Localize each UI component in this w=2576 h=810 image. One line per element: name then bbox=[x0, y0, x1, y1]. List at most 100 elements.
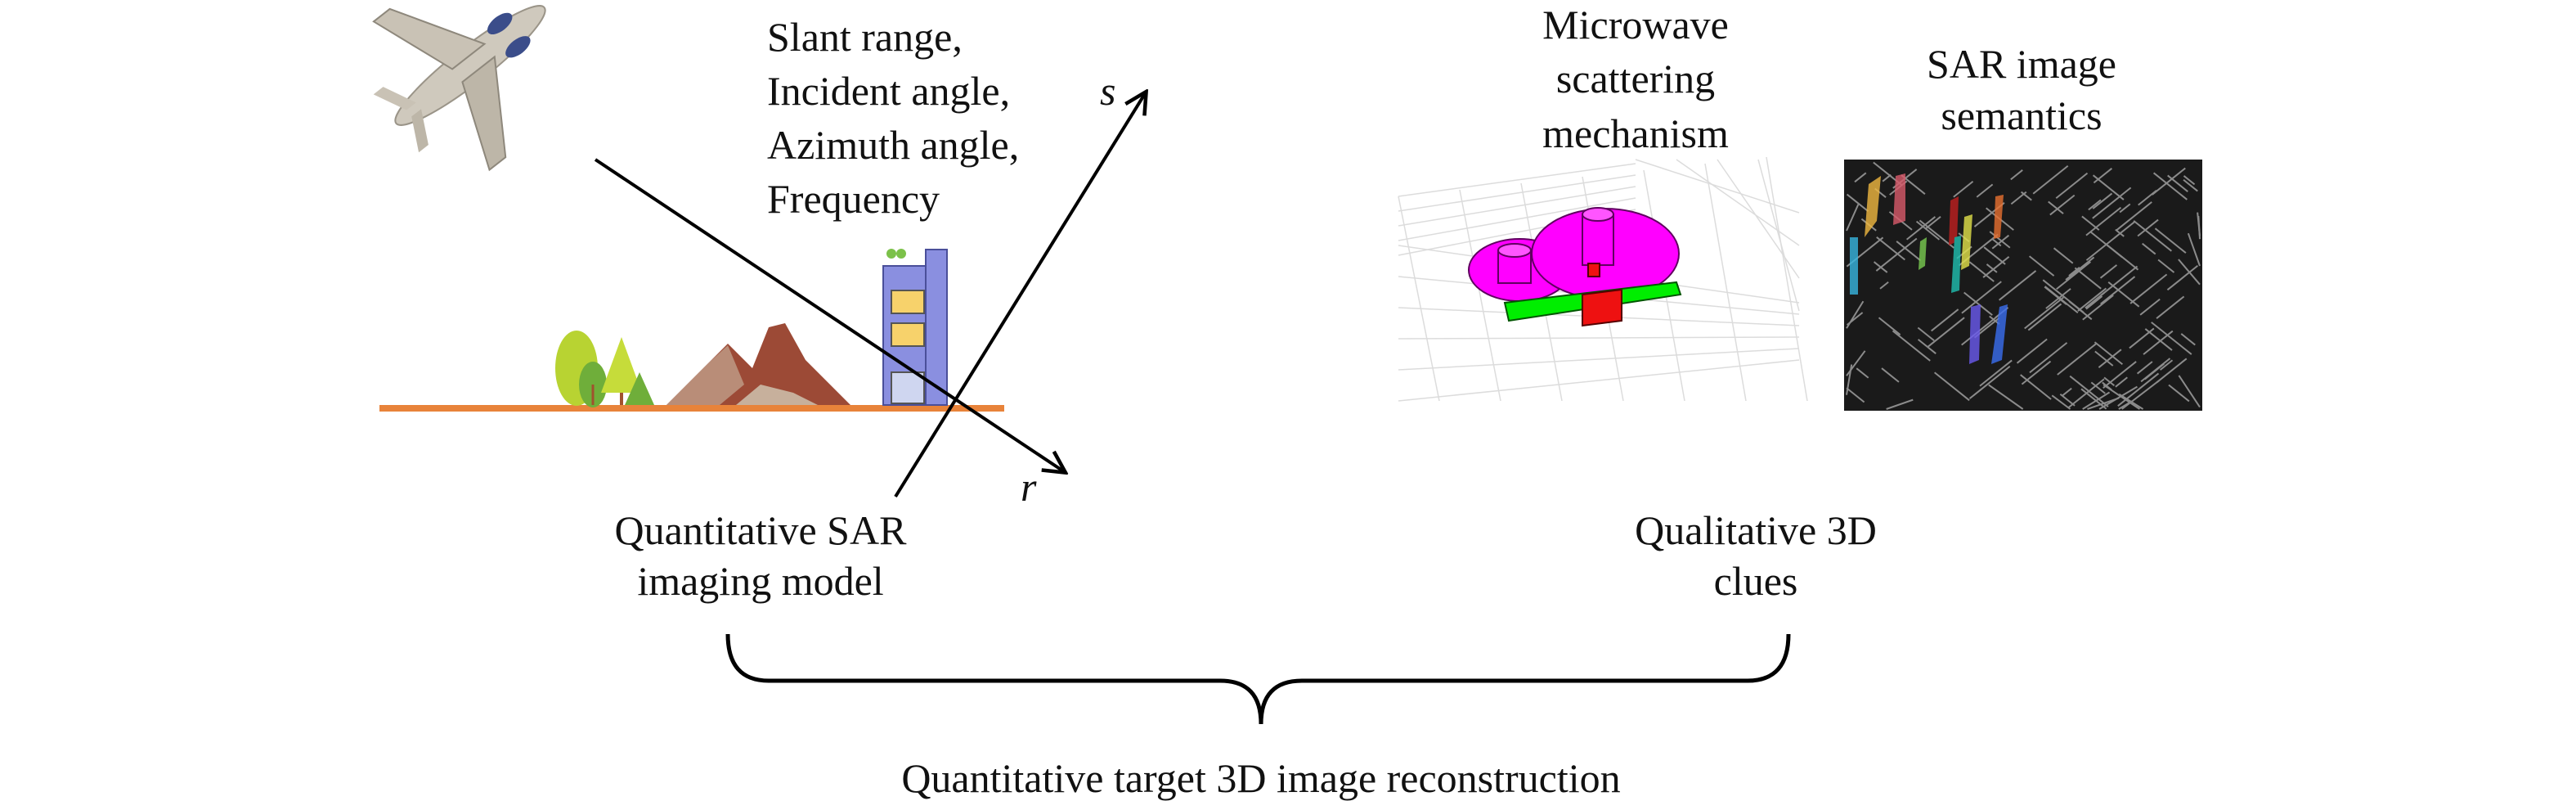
tree-icon bbox=[555, 331, 654, 407]
caption-line: Quantitative SAR bbox=[615, 507, 908, 553]
sar-texture bbox=[2094, 350, 2114, 367]
sar-texture bbox=[2094, 341, 2124, 366]
grid-line bbox=[1704, 163, 1747, 402]
sar-texture bbox=[2051, 394, 2071, 410]
sar-texture bbox=[2156, 358, 2188, 384]
sar-texture bbox=[2137, 218, 2159, 237]
sar-texture bbox=[2100, 265, 2138, 296]
building-icon bbox=[882, 249, 948, 406]
grid-line bbox=[1766, 156, 1808, 402]
sar-texture bbox=[2024, 296, 2064, 330]
grid-line bbox=[1398, 174, 1636, 212]
sar-texture bbox=[2077, 287, 2107, 312]
ground-line bbox=[379, 405, 1004, 412]
sar-texture bbox=[2092, 187, 2132, 219]
sar-texture bbox=[2056, 261, 2092, 290]
grid-line bbox=[1398, 186, 1636, 227]
sar-texture bbox=[2055, 172, 2089, 200]
curly-brace bbox=[725, 633, 1791, 725]
sar-texture bbox=[2048, 200, 2064, 214]
sar-texture bbox=[2068, 266, 2080, 277]
sar-texture bbox=[2049, 194, 2076, 216]
param-incident-angle: Incident angle, bbox=[767, 68, 1010, 114]
sar-texture bbox=[1968, 261, 1995, 282]
imaging-parameters: Slant range, Incident angle, Azimuth ang… bbox=[767, 14, 1019, 222]
grid-line bbox=[1398, 336, 1800, 340]
sar-texture bbox=[2028, 255, 2055, 277]
sar-texture bbox=[2032, 164, 2069, 195]
sar-texture bbox=[2085, 295, 2103, 310]
sar-texture bbox=[2156, 295, 2185, 319]
sar-texture bbox=[2119, 203, 2131, 214]
sar-texture bbox=[2115, 201, 2152, 232]
sar-texture bbox=[2114, 220, 2136, 239]
sar-texture bbox=[2088, 199, 2102, 211]
sar-texture bbox=[1991, 234, 2010, 250]
sar-texture bbox=[1915, 220, 1941, 241]
sar-texture bbox=[2080, 388, 2107, 410]
grid-line bbox=[1459, 189, 1501, 402]
sar-texture bbox=[2103, 361, 2137, 389]
caption-line: imaging model bbox=[637, 558, 883, 604]
scattering-title-line: mechanism bbox=[1542, 110, 1729, 156]
sar-texture bbox=[1882, 173, 1892, 182]
sar-texture bbox=[1986, 263, 1998, 273]
sar-texture bbox=[1846, 364, 1853, 395]
airplane-icon bbox=[372, 5, 546, 172]
axis-r-label: r bbox=[1021, 464, 1037, 510]
sar-texture bbox=[2103, 376, 2116, 387]
sar-texture bbox=[2144, 362, 2165, 380]
sar-texture bbox=[2082, 391, 2111, 410]
sar-texture bbox=[1961, 281, 2002, 314]
sar-texture bbox=[1953, 180, 1974, 198]
sar-texture bbox=[2020, 374, 2052, 400]
sar-texture bbox=[2117, 372, 2160, 407]
sar-texture bbox=[2154, 227, 2187, 254]
grid-line bbox=[1676, 159, 1800, 246]
sar-texture bbox=[2053, 247, 2074, 264]
grid-line bbox=[1717, 159, 1800, 279]
caption-line: clues bbox=[1714, 558, 1798, 604]
sar-texture bbox=[1982, 256, 2010, 278]
reconstruction-caption: Quantitative target 3D image reconstruct… bbox=[901, 755, 1620, 801]
sar-texture bbox=[1963, 291, 1993, 316]
sar-texture bbox=[1896, 241, 1922, 262]
sar-texture bbox=[2151, 322, 2192, 355]
sar-texture bbox=[2159, 359, 2174, 371]
scattering-title-line: scattering bbox=[1556, 56, 1715, 101]
sar-texture bbox=[2068, 300, 2093, 321]
scattering-3d-plot bbox=[1398, 156, 1808, 402]
grid-line bbox=[1635, 159, 1800, 214]
sar-texture bbox=[2027, 303, 2062, 331]
sar-texture bbox=[1856, 367, 1869, 379]
axis-s-label: s bbox=[1100, 68, 1115, 114]
semantics-title-line: SAR image bbox=[1927, 41, 2116, 87]
sar-texture bbox=[2029, 342, 2068, 374]
sar-texture bbox=[1917, 326, 1935, 342]
mountain-icon bbox=[666, 323, 850, 405]
sar-texture bbox=[2168, 384, 2190, 403]
qualitative-clues-caption: Qualitative 3D clues bbox=[1635, 507, 1877, 604]
sar-texture bbox=[1846, 387, 1865, 403]
sar-texture bbox=[2197, 212, 2201, 236]
sar-texture bbox=[2183, 175, 2196, 186]
sar-texture bbox=[1979, 359, 2013, 387]
sar-image-semantics bbox=[1844, 160, 2202, 411]
sar-texture bbox=[1846, 204, 1860, 232]
elevation-arrow-s bbox=[894, 92, 1146, 498]
sar-texture bbox=[2139, 298, 2161, 316]
caption-line: Qualitative 3D bbox=[1635, 507, 1877, 553]
scattering-title: Microwave scattering mechanism bbox=[1542, 2, 1729, 156]
grid-line bbox=[1757, 159, 1800, 312]
grid-line bbox=[1398, 359, 1800, 402]
sar-texture bbox=[2093, 168, 2113, 184]
sar-texture bbox=[1968, 365, 2011, 399]
sar-texture bbox=[2010, 169, 2023, 181]
sar-texture bbox=[2016, 338, 2048, 364]
sar-texture bbox=[1892, 330, 1931, 362]
sar-texture bbox=[2138, 189, 2157, 206]
sar-texture bbox=[1881, 367, 1900, 383]
sar-texture bbox=[2081, 215, 2100, 231]
param-frequency: Frequency bbox=[767, 176, 940, 222]
